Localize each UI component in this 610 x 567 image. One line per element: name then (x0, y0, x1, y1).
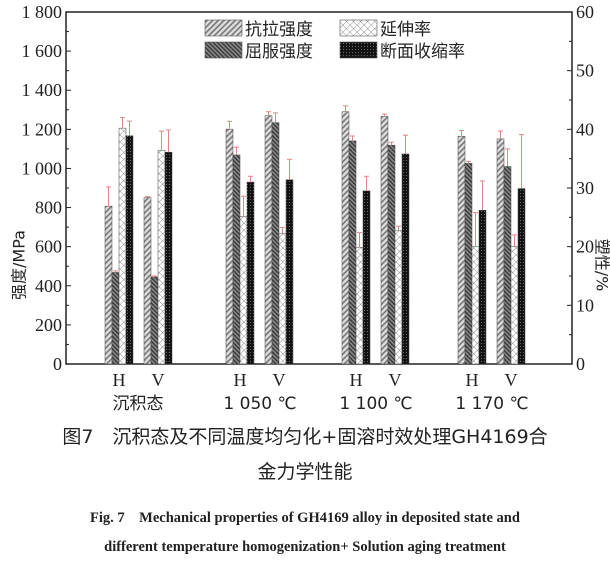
x-tick-label: V (273, 370, 286, 390)
bar (503, 166, 512, 365)
bar (341, 111, 350, 365)
legend-label: 屈服强度 (245, 42, 313, 62)
bar (125, 135, 134, 365)
y-tick-label: 200 (35, 315, 62, 335)
bar (246, 181, 255, 365)
y-tick-label: 400 (35, 276, 62, 296)
bar-chart: 0 200 400 600 800 1 000 1 200 1 400 1 600 1 800 0 1… (10, 2, 610, 414)
bar (225, 128, 234, 365)
y-tick-label: 1 800 (22, 2, 63, 22)
x-tick-label: H (350, 370, 363, 390)
y2-tick-label: 0 (576, 354, 585, 374)
legend-swatch (204, 19, 243, 37)
x-tick-label: H (234, 370, 247, 390)
bar (348, 140, 357, 365)
x-tick-label: V (152, 370, 165, 390)
bar (264, 115, 273, 365)
x-group-label: 1 170 ℃ (455, 394, 528, 414)
y-tick-label: 1 400 (22, 80, 63, 100)
caption-cn-line2: 金力学性能 (257, 461, 353, 483)
bar (387, 144, 396, 365)
x-tick-label: V (505, 370, 518, 390)
y-tick-label: 1 000 (22, 158, 63, 178)
y2-tick-label: 40 (576, 119, 594, 139)
bar (164, 151, 173, 365)
x-tick-label: V (389, 370, 402, 390)
bar (478, 210, 487, 365)
bar (517, 188, 526, 365)
bar (496, 138, 505, 365)
bar (232, 154, 241, 365)
y2-tick-label: 60 (576, 2, 594, 22)
bar (401, 153, 410, 365)
legend-label: 抗拉强度 (245, 20, 313, 40)
bar (394, 230, 403, 365)
bar (104, 205, 113, 365)
legend-swatch (339, 41, 378, 59)
legend-label: 断面收缩率 (380, 42, 465, 62)
bar (510, 246, 519, 365)
bar (464, 163, 473, 365)
caption-cn-line1: 图7 沉积态及不同温度均匀化+固溶时效处理GH4169合 (62, 426, 548, 448)
y-tick-label: 600 (35, 237, 62, 257)
plot-frame (65, 11, 573, 365)
bar (285, 179, 294, 365)
bar (355, 247, 364, 365)
caption-en-line2: different temperature homogenization+ So… (104, 539, 506, 555)
bar (271, 122, 280, 365)
bar (239, 216, 248, 365)
legend-swatch (339, 19, 378, 37)
bar (380, 116, 389, 365)
bar (111, 272, 120, 365)
bar (362, 190, 371, 365)
x-group-label: 1 050 ℃ (223, 394, 296, 414)
caption-en-line1: Fig. 7 Mechanical properties of GH4169 a… (90, 510, 520, 526)
y-tick-label: 1 200 (22, 119, 63, 139)
bar (278, 232, 287, 365)
legend-swatch (204, 41, 243, 59)
y2-axis-label: 塑性/% (593, 239, 610, 292)
legend-label: 延伸率 (380, 20, 431, 40)
y-tick-label: 1 600 (22, 41, 63, 61)
x-tick-label: H (466, 370, 479, 390)
y2-tick-label: 30 (576, 178, 594, 198)
y-tick-label: 0 (53, 354, 62, 374)
y-axis-label: 强度/MPa (10, 230, 29, 300)
x-tick-label: H (113, 370, 126, 390)
bar (157, 150, 166, 365)
x-group-label: 沉积态 (113, 394, 164, 414)
bar (471, 246, 480, 365)
y-tick-label: 800 (35, 198, 62, 218)
y2-tick-label: 20 (576, 237, 594, 257)
y2-tick-label: 50 (576, 61, 594, 81)
bar (143, 197, 152, 365)
y2-tick-label: 10 (576, 295, 594, 315)
bar (150, 276, 159, 365)
bar (118, 127, 127, 365)
bar (457, 136, 466, 365)
x-group-label: 1 100 ℃ (339, 394, 412, 414)
